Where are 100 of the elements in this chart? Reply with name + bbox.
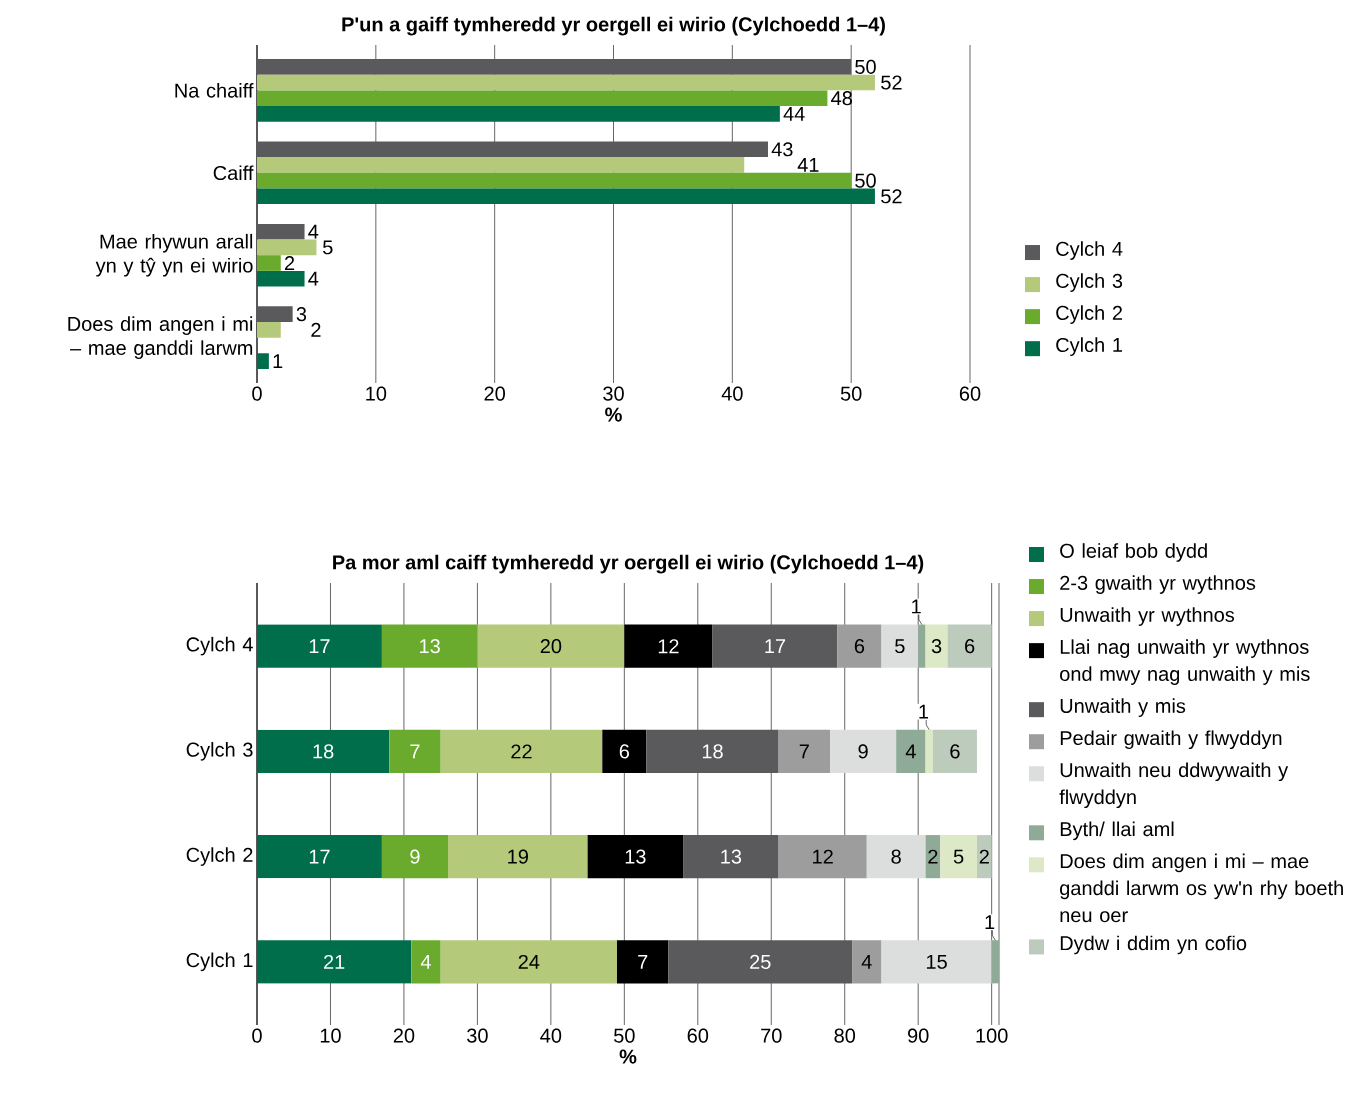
bar — [602, 729, 647, 773]
bar — [257, 835, 382, 879]
data-label: 17 — [309, 849, 330, 864]
bar — [257, 172, 852, 189]
x-tick-label: 80 — [834, 1028, 856, 1043]
bar — [440, 940, 617, 984]
x-tick-label: 30 — [603, 386, 624, 401]
x-tick-label: 90 — [908, 1028, 929, 1043]
bar — [389, 729, 441, 773]
bar — [257, 729, 390, 773]
bar — [257, 59, 852, 75]
bar — [587, 835, 684, 879]
bar — [976, 835, 992, 879]
bar — [257, 270, 305, 287]
bar — [257, 141, 768, 158]
data-label: 13 — [420, 639, 440, 654]
x-tick-label: 50 — [840, 386, 862, 401]
bar — [712, 624, 838, 668]
data-label: 1 — [273, 354, 283, 369]
bar — [257, 353, 269, 369]
data-label: 6 — [950, 744, 960, 759]
data-label: 4 — [905, 744, 916, 759]
data-label: 8 — [891, 849, 901, 864]
legend-label: Llai nag unwaith yr wythnos ond mwy nag unwaith y mis — [1060, 639, 1310, 685]
legend-label: 2-3 gwaith yr wythnos — [1060, 575, 1256, 594]
data-label: 24 — [518, 954, 540, 969]
data-label: 9 — [858, 744, 868, 759]
bar — [381, 624, 478, 668]
bar — [881, 624, 919, 668]
bar — [778, 729, 831, 773]
legend-label: Cylch 3 — [1056, 273, 1123, 292]
data-label: 19 — [508, 849, 528, 864]
bar — [257, 223, 305, 240]
data-label: 20 — [540, 639, 562, 654]
x-tick-label: 20 — [484, 386, 505, 401]
y-tick-label: Na chaiff — [175, 82, 254, 98]
y-tick-label: Does dim angen i mi – mae ganddi larwm — [68, 316, 253, 359]
data-label: 52 — [881, 75, 902, 90]
data-label: 5 — [895, 639, 905, 654]
data-label: 4 — [420, 954, 431, 969]
data-label: 2 — [284, 256, 295, 271]
bar — [440, 729, 603, 773]
x-tick-label: 70 — [761, 1028, 782, 1043]
data-label: 50 — [855, 173, 876, 188]
y-tick-label: Cylch 1 — [186, 952, 253, 972]
data-label: 6 — [965, 639, 975, 654]
data-label: 50 — [855, 59, 876, 74]
y-tick-label: Cylch 2 — [186, 847, 253, 866]
data-label: 13 — [721, 849, 742, 864]
x-tick-label: 30 — [467, 1028, 488, 1043]
bar — [257, 74, 875, 91]
data-label: 7 — [638, 954, 648, 969]
data-label: 18 — [313, 744, 334, 759]
legend-label: Unwaith y mis — [1060, 698, 1186, 718]
bar — [448, 835, 588, 879]
x-tick-label: 60 — [959, 386, 981, 401]
data-label: 2 — [311, 322, 321, 337]
data-label: 22 — [511, 744, 532, 759]
x-tick-label: 10 — [366, 386, 387, 401]
bar — [837, 624, 882, 668]
bar — [896, 729, 926, 773]
bar — [925, 624, 948, 668]
bar — [830, 729, 897, 773]
x-tick-label: 10 — [320, 1028, 341, 1043]
data-label: 15 — [926, 954, 947, 969]
data-label: 7 — [799, 744, 809, 759]
bar — [381, 835, 449, 879]
data-label: 2 — [928, 849, 938, 864]
bar — [257, 255, 281, 271]
data-label: 1 — [919, 704, 929, 719]
bar — [991, 940, 1000, 984]
bar — [257, 90, 828, 106]
x-tick-label: 40 — [721, 386, 743, 401]
data-label: 52 — [881, 189, 902, 204]
legend-label: Byth/ llai aml — [1060, 821, 1174, 841]
data-label: 43 — [771, 142, 793, 157]
data-label: 12 — [658, 639, 679, 654]
bar — [881, 940, 992, 984]
legend-label: Pedair gwaith y flwyddyn — [1060, 730, 1282, 750]
x-tick-label: 100 — [976, 1028, 1008, 1043]
bar — [257, 940, 412, 984]
y-tick-label: Cylch 4 — [186, 636, 253, 656]
x-tick-label: 0 — [252, 1028, 262, 1043]
legend-label: O leiaf bob dydd — [1060, 543, 1207, 562]
y-tick-label: Cylch 3 — [186, 742, 253, 761]
data-label: 2 — [979, 849, 989, 864]
bar — [616, 940, 669, 984]
data-label: 17 — [765, 639, 786, 654]
bar — [257, 624, 382, 668]
bar — [477, 624, 625, 668]
bar — [940, 835, 977, 879]
data-label: 1 — [912, 599, 921, 614]
data-label: 48 — [831, 91, 852, 106]
x-tick-label: 50 — [614, 1028, 635, 1043]
chart-title: Pa mor aml caiff tymheredd yr oergell ei wirio (Cylchoedd 1–4) — [333, 554, 924, 574]
y-tick-label: Mae rhywun arall yn y tŷ yn ei wirio — [95, 233, 253, 277]
bar — [683, 835, 779, 879]
legend-label: Cylch 2 — [1056, 305, 1122, 324]
legend-label: Cylch 1 — [1056, 337, 1123, 357]
x-tick-label: 40 — [540, 1028, 562, 1043]
